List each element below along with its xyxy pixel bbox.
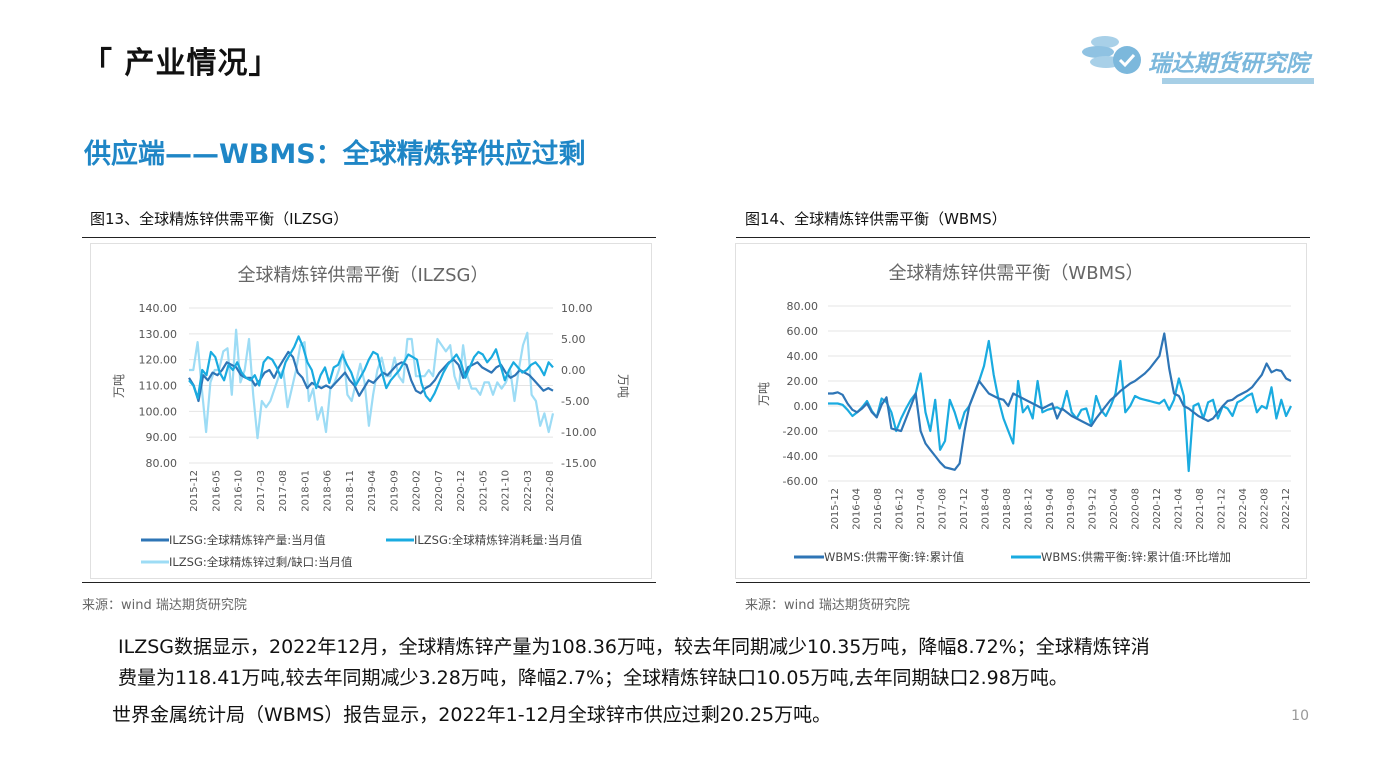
series-line-0 [188,350,554,403]
x-tick-label: 2016-05 [211,470,222,512]
x-tick-label: 2021-08 [1195,488,1206,530]
ilzsg-chart: 全球精炼锌供需平衡（ILZSG） 140.00 130.00 120.00 110.00… [112,265,630,569]
x-tick-label: 2017-04 [916,488,927,530]
series-line-1 [188,335,554,403]
paragraph-1-line-2: 费量为118.41万吨,较去年同期减少3.28万吨，降幅2.7%；全球精炼锌缺口… [118,667,1068,689]
x-tick-label: 2022-08 [545,470,556,512]
y-tick-label: 0.00 [794,400,819,413]
legend-label: WBMS:供需平衡:锌:累计值 [824,550,965,564]
x-tick-label: 2020-12 [1152,488,1163,530]
x-tick-label: 2018-11 [345,470,356,512]
series-line-0 [828,332,1292,471]
x-tick-label: 2015-12 [830,488,841,530]
x-tick-label: 2018-01 [300,470,311,512]
x-tick-label: 2017-12 [959,488,970,530]
x-tick-label: 2021-05 [478,470,489,512]
figure-13-top-rule [82,237,656,238]
logo-underline [1162,78,1314,84]
x-tick-label: 2019-08 [1066,488,1077,530]
legend-label: ILZSG:全球精炼锌产量:当月值 [169,533,326,547]
chart-title: 全球精炼锌供需平衡（ILZSG） [237,265,488,286]
x-tick-label: 2020-02 [412,470,423,512]
y-tick-label-right: -5.00 [561,395,589,408]
y-tick-label-left: 90.00 [146,431,178,444]
y-tick-label: -20.00 [783,425,818,438]
company-logo: 瑞达期货研究院 [1078,28,1318,86]
x-tick-label: 2019-12 [1088,488,1099,530]
x-tick-label: 2022-03 [523,470,534,512]
figure-14-source: 来源：wind 瑞达期货研究院 [745,598,910,613]
series-line-1 [828,339,1292,473]
x-tick-label: 2020-04 [1109,488,1120,530]
y-tick-label-left: 110.00 [139,380,178,393]
page-number: 10 [1291,708,1309,724]
x-tick-label: 2017-03 [256,470,267,512]
ilzsg-chart-frame: 全球精炼锌供需平衡（ILZSG） 140.00 130.00 120.00 110.00… [90,243,652,579]
y-tick-label-right: -15.00 [561,457,596,470]
x-tick-label: 2018-08 [1002,488,1013,530]
chart-title: 全球精炼锌供需平衡（WBMS） [888,263,1143,284]
slide-subtitle: 供应端——WBMS：全球精炼锌供应过剩 [84,139,586,170]
paragraph-2: 世界金属统计局（WBMS）报告显示，2022年1-12月全球锌市供应过剩20.2… [112,704,832,726]
x-tick-label: 2018-06 [323,470,334,512]
wbms-chart-frame: 全球精炼锌供需平衡（WBMS） 80.00 60.00 40.00 20.00 0.00 -… [735,243,1307,579]
x-tick-label: 2021-10 [501,470,512,512]
x-tick-label: 2022-12 [1281,488,1292,530]
figure-14-bottom-rule [736,582,1310,583]
legend-label: WBMS:供需平衡:锌:累计值:环比增加 [1041,550,1231,564]
y-tick-label-right: 10.00 [561,302,593,315]
logo-text: 瑞达期货研究院 [1148,51,1309,77]
x-tick-label: 2020-12 [456,470,467,512]
series-line-2 [189,328,555,440]
x-tick-label: 2018-04 [980,488,991,530]
y-tick-label-right: 5.00 [561,333,586,346]
x-tick-label: 2018-12 [1023,488,1034,530]
x-tick-label: 2021-12 [1217,488,1228,530]
y-tick-label-left: 130.00 [139,328,178,341]
legend-label: ILZSG:全球精炼锌消耗量:当月值 [414,533,583,547]
x-tick-label: 2020-07 [434,470,445,512]
x-tick-label: 2016-08 [873,488,884,530]
paragraph-1-line-1: ILZSG数据显示，2022年12月，全球精炼锌产量为108.36万吨，较去年同… [118,636,1150,658]
y-tick-label-left: 120.00 [139,354,178,367]
wbms-chart: 全球精炼锌供需平衡（WBMS） 80.00 60.00 40.00 20.00 0.00 -… [757,263,1292,564]
y-tick-label-left: 80.00 [146,457,178,470]
x-tick-label: 2020-08 [1131,488,1142,530]
x-tick-label: 2019-09 [389,470,400,512]
x-tick-label: 2016-04 [851,488,862,530]
figure-14-caption: 图14、全球精炼锌供需平衡（WBMS） [745,210,1007,228]
coin-stack-icon [1082,36,1141,74]
y-tick-label: 80.00 [787,300,819,313]
x-tick-label: 2015-12 [189,470,200,512]
y-tick-label: -40.00 [783,450,818,463]
legend-label: ILZSG:全球精炼锌过剩/缺口:当月值 [169,555,353,569]
figure-13-bottom-rule [82,582,656,583]
y-tick-label: 40.00 [787,350,819,363]
x-tick-label: 2016-10 [234,470,245,512]
x-tick-label: 2021-04 [1174,488,1185,530]
y-tick-label-right: -10.00 [561,426,596,439]
y-tick-label: 20.00 [787,375,819,388]
x-tick-label: 2022-08 [1260,488,1271,530]
y-axis-label-right: 万吨 [616,374,630,398]
figure-13-source: 来源：wind 瑞达期货研究院 [82,598,247,613]
y-axis-label: 万吨 [757,382,771,406]
figure-14-top-rule [736,237,1310,238]
y-tick-label-right: 0.00 [561,364,586,377]
y-axis-label-left: 万吨 [112,374,126,398]
y-tick-label-left: 100.00 [139,405,178,418]
x-tick-label: 2017-08 [937,488,948,530]
x-tick-label: 2019-04 [367,470,378,512]
y-tick-label: -60.00 [783,475,818,488]
x-tick-label: 2019-04 [1045,488,1056,530]
figure-13-caption: 图13、全球精炼锌供需平衡（ILZSG） [90,210,349,228]
y-tick-label-left: 140.00 [139,302,178,315]
x-tick-label: 2022-04 [1238,488,1249,530]
x-tick-label: 2017-08 [278,470,289,512]
section-title: 「 产业情况」 [82,46,280,81]
x-tick-label: 2016-12 [894,488,905,530]
y-tick-label: 60.00 [787,325,819,338]
